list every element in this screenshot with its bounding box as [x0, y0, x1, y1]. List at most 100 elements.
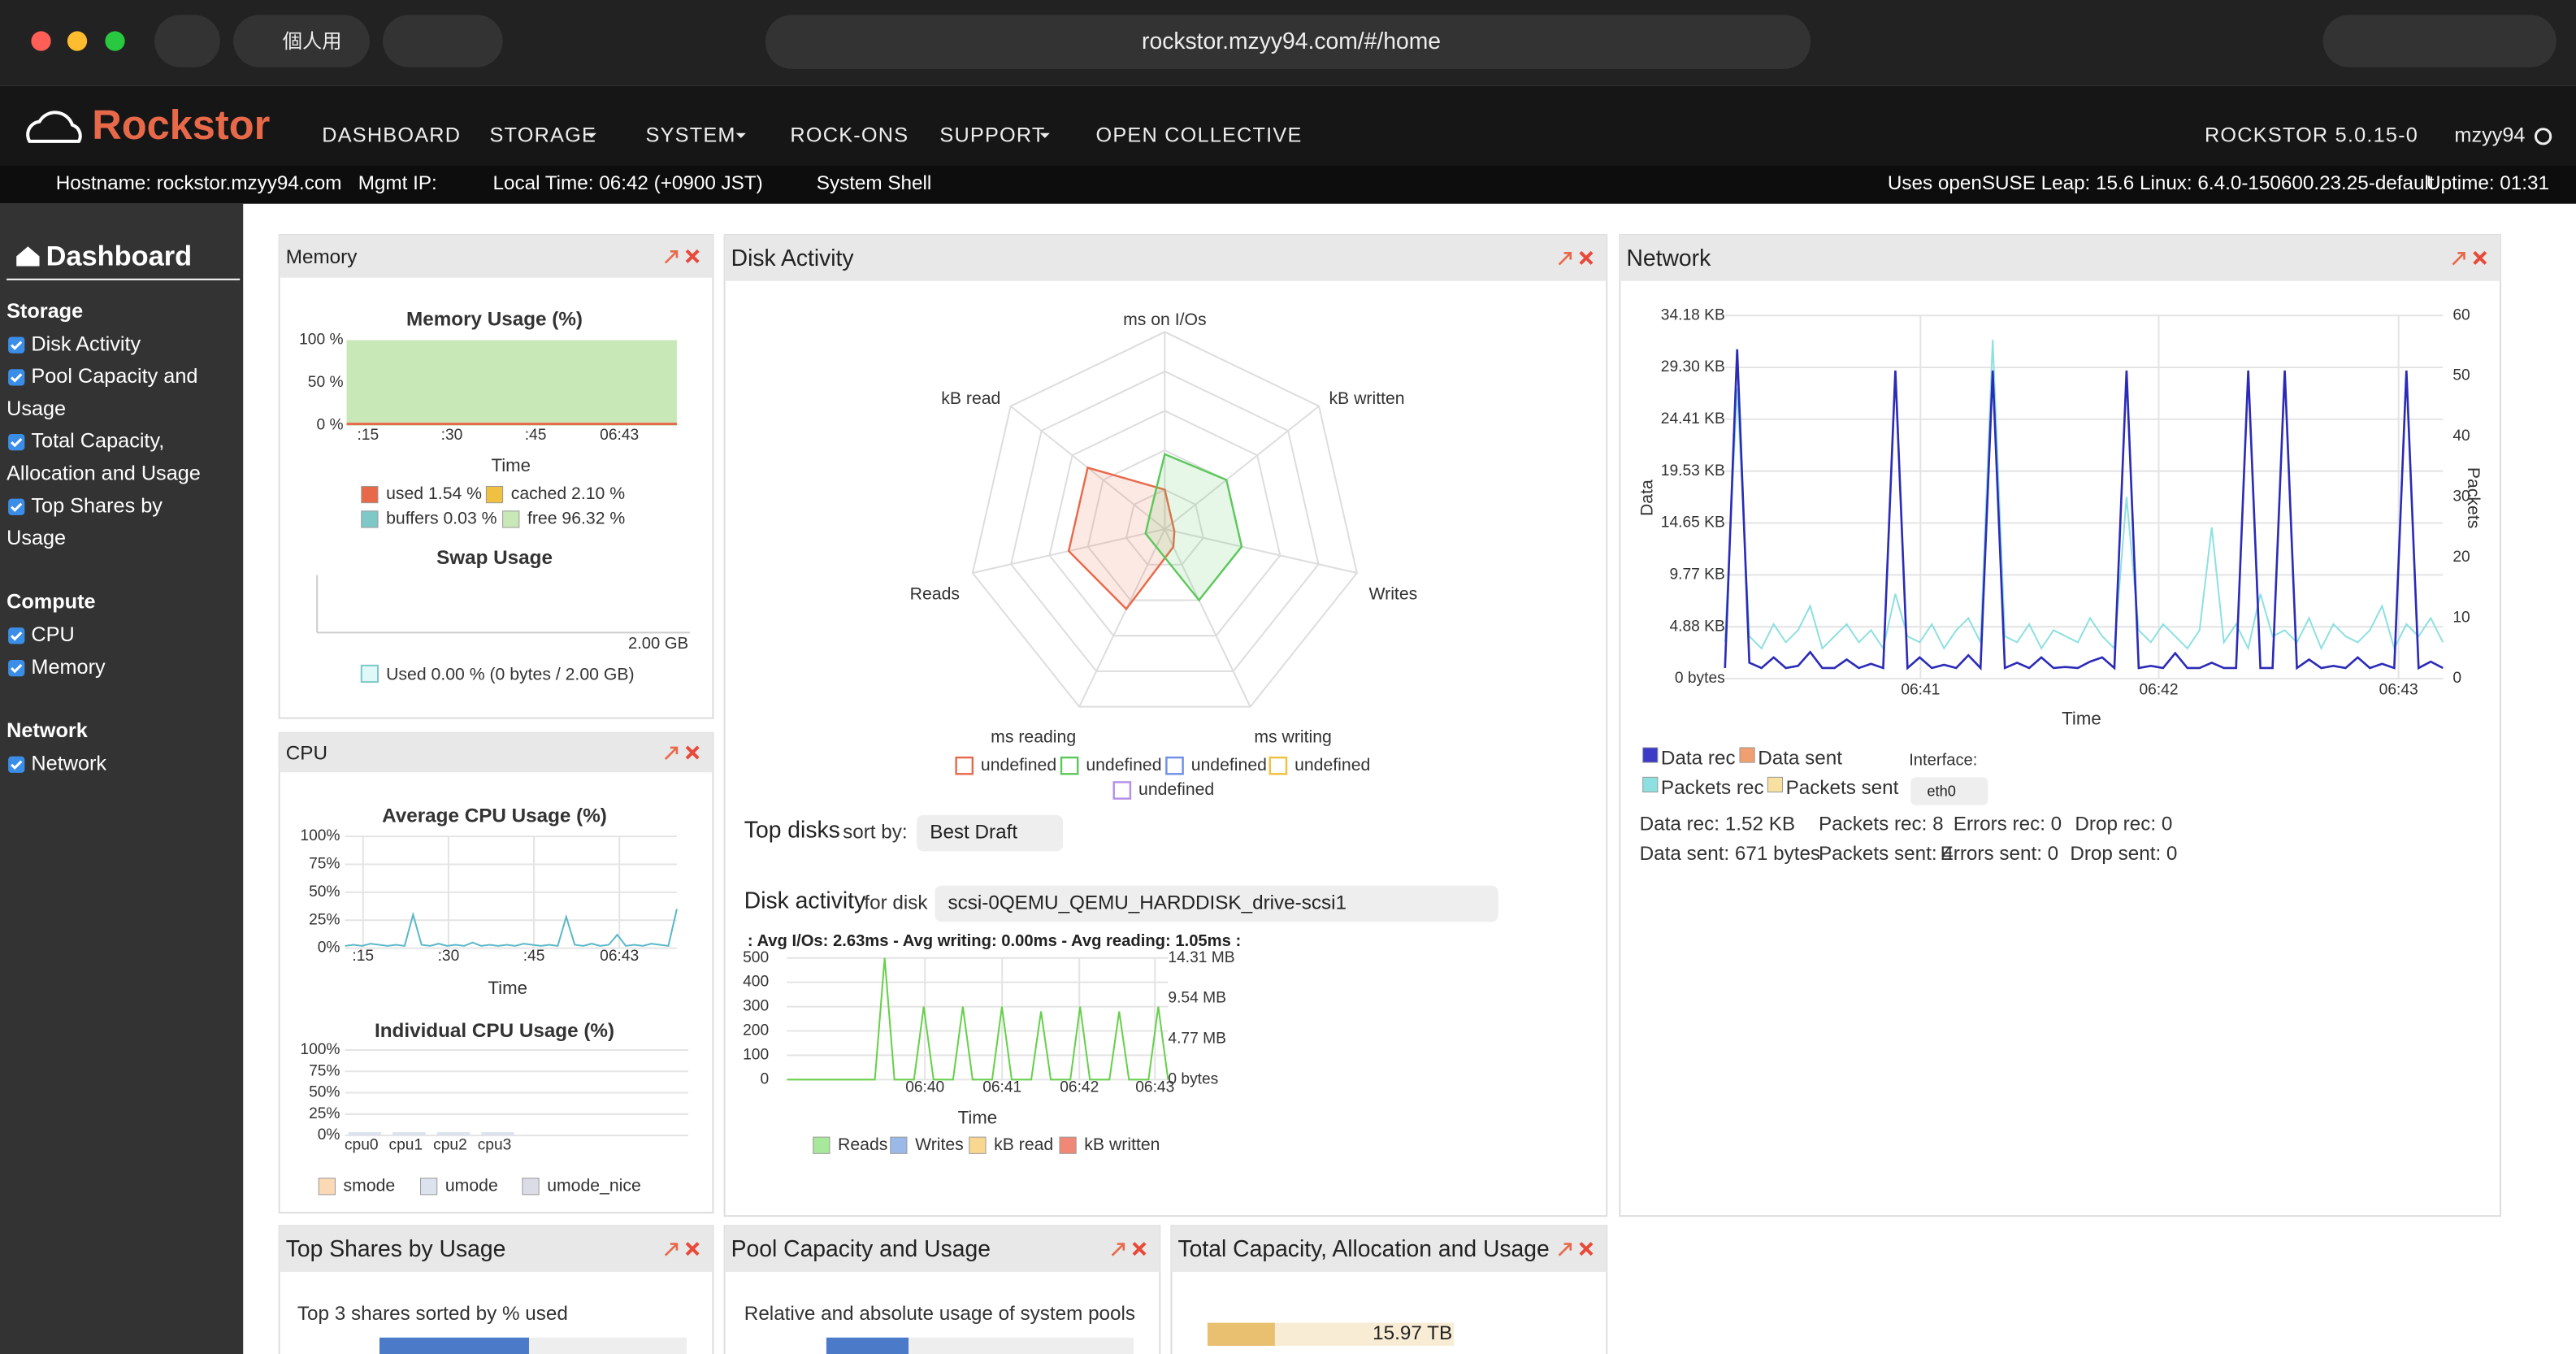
legend-swatch: [891, 1137, 907, 1153]
x-tick-label: :45: [523, 948, 545, 965]
x-tick-label: :15: [352, 948, 374, 965]
legend-swatch: [813, 1137, 830, 1153]
x-tick-label: 06:42: [1060, 1079, 1099, 1096]
pool-bar-fill: [826, 1338, 909, 1354]
x-tick-label: :15: [358, 427, 379, 444]
x-tick-label: cpu2: [433, 1136, 467, 1153]
legend-label: Used 0.00 % (0 bytes / 2.00 GB): [386, 666, 634, 684]
select-value: scsi-0QEMU_QEMU_HARDDISK_drive-scsi1: [948, 892, 1347, 914]
radar-axis-label: kB read: [941, 389, 1000, 408]
widget-header: [1620, 235, 2500, 281]
cpu-bar: [481, 1132, 514, 1135]
legend-swatch: [1767, 777, 1782, 792]
y-tick-label: 0%: [318, 1126, 340, 1144]
axis-label: Data: [1637, 480, 1656, 516]
legend-label: smode: [344, 1176, 396, 1195]
sidebar-item[interactable]: Disk Activity: [31, 332, 141, 355]
y-tick-label: 4.88 KB: [1669, 618, 1724, 635]
y-tick-label: 24.41 KB: [1661, 410, 1725, 427]
legend-label: Writes: [915, 1135, 964, 1154]
y-tick-label: 75%: [309, 856, 340, 873]
x-tick-label: 06:43: [600, 427, 639, 444]
y-tick-label: 200: [743, 1022, 769, 1039]
legend-swatch: [1060, 1137, 1076, 1153]
sidebar-title: Dashboard: [46, 241, 192, 272]
legend-label: kB read: [994, 1135, 1053, 1154]
sidebar-item[interactable]: Usage: [7, 397, 66, 420]
legend-swatch: [362, 666, 378, 682]
total-value: 15.97 TB: [1373, 1322, 1452, 1344]
status-shell[interactable]: System Shell: [817, 172, 932, 194]
legend-label: undefined: [1295, 756, 1370, 775]
nav-item[interactable]: DASHBOARD: [322, 124, 461, 146]
y-tick-label: 9.77 KB: [1669, 566, 1724, 583]
y-tick-label: 0 %: [316, 417, 343, 434]
zoom-window[interactable]: [105, 31, 124, 50]
y-tick-label: 75%: [309, 1062, 340, 1079]
legend-label: kB written: [1084, 1135, 1160, 1154]
widget-title: CPU: [286, 742, 327, 764]
network-stat: Errors rec: 0: [1954, 813, 2062, 835]
section-title: Disk activity: [744, 887, 866, 913]
y-tick-label: 300: [743, 998, 769, 1015]
legend-swatch: [486, 486, 502, 502]
y-tick-label: 50: [2452, 367, 2470, 384]
sidebar-item[interactable]: Usage: [7, 527, 66, 549]
x-tick-label: 06:43: [600, 948, 639, 965]
nav-item[interactable]: ROCK-ONS: [790, 124, 909, 146]
legend-swatch: [362, 511, 378, 527]
legend-label: cached 2.10 %: [511, 484, 626, 503]
nav-item[interactable]: SUPPORT: [939, 124, 1045, 146]
legend-label: umode_nice: [547, 1176, 641, 1195]
nav-item[interactable]: OPEN COLLECTIVE: [1095, 124, 1302, 146]
disk-stats: : Avg I/Os: 2.63ms - Avg writing: 0.00ms…: [748, 932, 1241, 950]
y-tick-label: 19.53 KB: [1661, 462, 1725, 480]
legend-swatch: [1270, 757, 1286, 774]
brand: Rockstor: [92, 102, 270, 148]
minimize-window[interactable]: [67, 31, 87, 50]
legend-swatch: [523, 1178, 539, 1195]
user-menu[interactable]: mzyy94: [2454, 124, 2525, 146]
y-tick-label: 60: [2452, 306, 2470, 323]
y-tick-label: 14.31 MB: [1168, 949, 1234, 966]
swap-max: 2.00 GB: [628, 635, 688, 653]
x-tick-label: 06:42: [2139, 681, 2178, 698]
y-tick-label: 50%: [309, 883, 340, 900]
total-bar-fill: [1208, 1323, 1275, 1346]
label: for disk: [864, 892, 928, 914]
widget-title: Top Shares by Usage: [286, 1235, 506, 1261]
select-value: eth0: [1927, 783, 1955, 799]
sidebar-toggle[interactable]: [154, 15, 220, 67]
nav-buttons[interactable]: [383, 15, 503, 67]
sidebar-item[interactable]: Pool Capacity and: [31, 365, 197, 388]
sidebar-item[interactable]: Network: [31, 752, 106, 775]
sidebar-item[interactable]: CPU: [31, 623, 74, 646]
legend-swatch: [1114, 782, 1130, 798]
sidebar-item[interactable]: Allocation and Usage: [7, 462, 201, 485]
widget-title: Total Capacity, Allocation and Usage: [1178, 1235, 1550, 1261]
url[interactable]: rockstor.mzyy94.com/#/home: [1142, 28, 1441, 54]
cpu-bar: [349, 1132, 381, 1135]
share-bar-fill: [379, 1338, 529, 1354]
status-hostname: Hostname: rockstor.mzyy94.com: [56, 172, 342, 194]
radar-axis-label: kB written: [1329, 389, 1404, 408]
widget: [1620, 235, 2500, 1216]
chart-title: Swap Usage: [436, 547, 553, 569]
x-tick-label: 06:40: [905, 1079, 944, 1096]
sidebar-item[interactable]: Memory: [31, 656, 106, 679]
axis-label: Time: [2062, 708, 2101, 728]
chart-title: Average CPU Usage (%): [382, 805, 607, 827]
legend-label: used 1.54 %: [386, 484, 482, 503]
profile-label: 個人用: [283, 31, 342, 53]
close-window[interactable]: [31, 31, 50, 50]
radar-axis-label: Writes: [1369, 585, 1418, 604]
x-tick-label: 06:43: [2379, 681, 2418, 698]
y-tick-label: 100%: [300, 827, 340, 844]
sidebar-item[interactable]: Top Shares by: [31, 494, 163, 517]
browser-actions[interactable]: [2323, 15, 2556, 67]
y-tick-label: 0: [2452, 670, 2461, 687]
nav-item[interactable]: SYSTEM: [646, 124, 736, 146]
nav-item[interactable]: STORAGE: [489, 124, 596, 146]
sidebar-item[interactable]: Total Capacity,: [31, 430, 164, 453]
